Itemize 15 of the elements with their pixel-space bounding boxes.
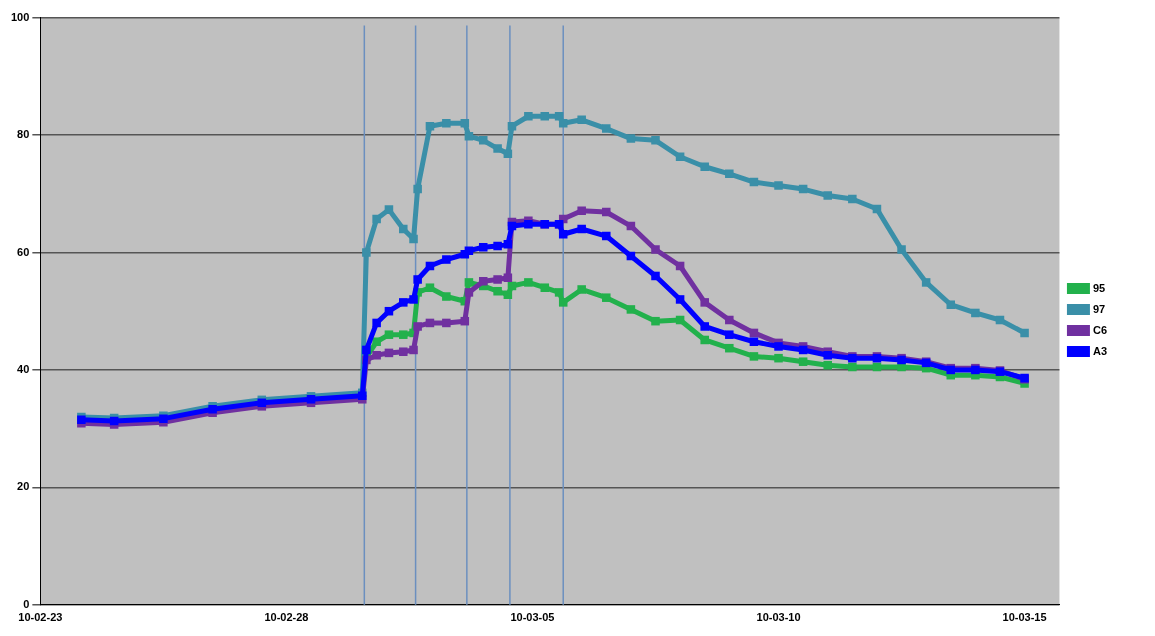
y-tick-label: 100 (10, 10, 30, 23)
legend-label: C6 (1092, 323, 1107, 336)
y-tick-label: 60 (17, 245, 30, 258)
x-tick-label: 10-03-10 (756, 611, 801, 624)
y-tick-label: 0 (23, 597, 30, 610)
x-tick-label: 10-02-28 (264, 611, 309, 624)
legend-label: 95 (1092, 281, 1106, 294)
legend-label: 97 (1092, 302, 1106, 315)
legend-label: A3 (1092, 344, 1107, 357)
y-tick-label: 40 (17, 362, 30, 375)
y-tick-label: 80 (17, 128, 30, 141)
x-tick-label: 10-03-15 (1002, 611, 1047, 624)
x-tick-label: 10-02-23 (18, 611, 63, 624)
x-tick-label: 10-03-05 (510, 611, 555, 624)
y-tick-label: 20 (17, 480, 30, 493)
